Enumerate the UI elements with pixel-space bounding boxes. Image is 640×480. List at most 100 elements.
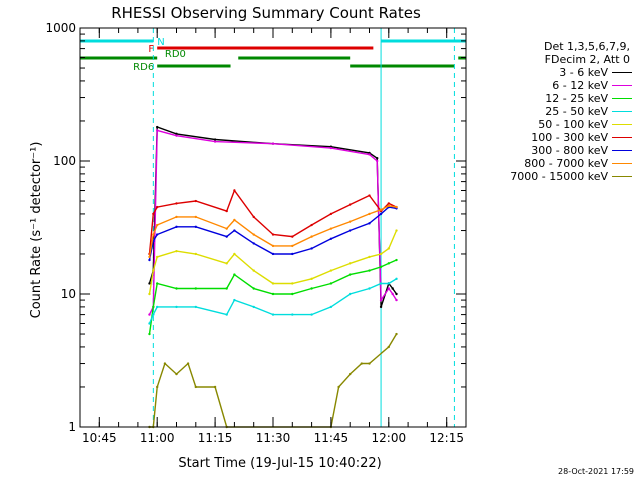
series-point (291, 313, 294, 316)
series-point (233, 229, 236, 232)
series-point (233, 189, 236, 192)
series-point (310, 235, 313, 238)
series-point (156, 385, 159, 389)
legend-label: 50 - 100 keV (538, 118, 608, 131)
series-point (368, 222, 371, 225)
series-point (395, 332, 398, 336)
series-line (148, 278, 397, 324)
series-point (175, 202, 178, 205)
series-point (391, 287, 394, 290)
series-point (337, 385, 340, 389)
series-point (194, 225, 197, 229)
series-point (395, 258, 398, 262)
series-point (175, 287, 178, 290)
x-tick-label: 11:45 (314, 431, 349, 445)
series-point (148, 258, 151, 262)
series-layer (148, 125, 398, 429)
series-point (349, 203, 352, 206)
series-point (387, 204, 390, 208)
series-point (252, 269, 255, 272)
series-point (271, 244, 275, 248)
series-point (310, 287, 313, 290)
series-point (387, 202, 390, 205)
series-point (329, 282, 333, 285)
series-point (368, 255, 371, 259)
series-point (152, 233, 155, 236)
series-point (148, 313, 151, 316)
legend: Det 1,3,5,6,7,9, FDecim 2, Att 0 3 - 6 k… (478, 40, 638, 183)
series-point (310, 313, 313, 316)
series-point (271, 282, 275, 285)
vertical-markers (79, 28, 455, 427)
series-point (395, 205, 398, 209)
observing-bars: NF RD0 RD6 (80, 37, 466, 73)
legend-swatch (612, 98, 632, 99)
x-axis-label: Start Time (19-Jul-15 10:40:22) (178, 456, 381, 471)
x-tick-label: 10:45 (82, 431, 117, 445)
series-point (310, 223, 313, 227)
y-tick-label: 1 (68, 420, 76, 434)
legend-swatch (612, 150, 632, 151)
legend-entry: 6 - 12 keV (478, 79, 638, 92)
legend-swatch (612, 163, 632, 164)
series-point (175, 372, 178, 376)
series-point (271, 252, 275, 256)
series-point (175, 134, 178, 137)
series-point (349, 273, 352, 276)
series-point (225, 262, 228, 265)
series-point (148, 322, 151, 325)
bar-label-n: N (157, 37, 164, 48)
series-point (148, 332, 151, 336)
series-point (329, 212, 333, 216)
y-tick-label: 10 (61, 287, 76, 301)
series-point (252, 233, 255, 236)
timestamp: 28-Oct-2021 17:59 (558, 467, 634, 476)
series-point (310, 277, 313, 281)
x-tick-label: 12:15 (429, 431, 464, 445)
series-point (148, 292, 151, 296)
series-point (194, 287, 197, 290)
series-point (252, 305, 255, 309)
series-point (379, 208, 383, 211)
series-point (349, 372, 352, 376)
legend-swatch (612, 85, 632, 86)
series-point (291, 235, 294, 238)
series-point (271, 233, 275, 236)
series-point (152, 269, 155, 272)
series-point (225, 313, 228, 316)
series-point (395, 277, 398, 281)
series-point (387, 345, 390, 349)
legend-entry: 3 - 6 keV (478, 66, 638, 79)
series-point (233, 273, 236, 276)
series-point (163, 362, 167, 365)
series-point (379, 298, 383, 302)
series-line (148, 205, 397, 258)
series-point (233, 298, 236, 302)
series-point (291, 292, 294, 296)
chart-title: RHESSI Observing Summary Count Rates (111, 4, 421, 22)
series-point (291, 244, 294, 248)
series-point (349, 262, 352, 265)
bar-label-rd6: RD6 (133, 62, 154, 73)
series-point (194, 215, 197, 219)
series-point (395, 292, 398, 296)
series-point (233, 218, 236, 222)
series-point (329, 237, 333, 241)
series-point (329, 146, 333, 150)
series-point (387, 282, 390, 285)
y-axis-label: Count Rate (s⁻¹ detector⁻¹) (29, 142, 44, 319)
series-point (225, 209, 228, 213)
series-point (156, 223, 159, 227)
series-point (156, 305, 159, 309)
series-point (152, 313, 155, 316)
series-point (271, 292, 275, 296)
series-point (271, 142, 275, 145)
series-point (368, 212, 371, 216)
legend-swatch (612, 176, 632, 177)
bar-label-rd0: RD0 (165, 49, 186, 60)
series-point (387, 287, 390, 290)
series-point (175, 132, 178, 136)
x-tick-label: 11:15 (198, 431, 233, 445)
series-point (156, 205, 159, 209)
